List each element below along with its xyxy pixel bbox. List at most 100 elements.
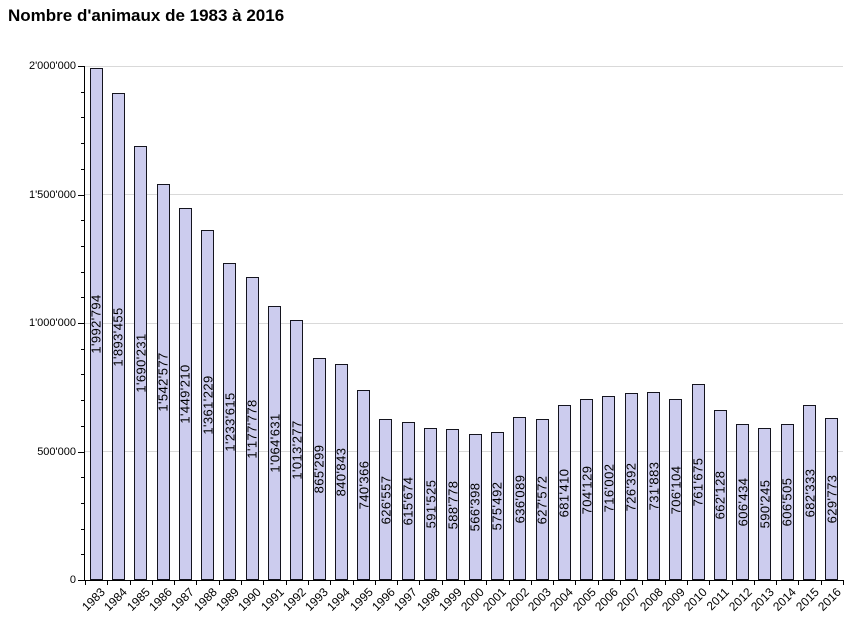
bar-value-label: 706'104 — [668, 465, 684, 514]
bar: 636'089 — [512, 417, 528, 580]
bar: 740'366 — [356, 390, 372, 580]
x-tick — [664, 580, 666, 585]
bar-value-label: 575'492 — [489, 481, 505, 531]
bar: 1'361'229 — [200, 230, 216, 580]
bar-value-label: 606'434 — [735, 477, 751, 527]
bar-value-label: 1'233'615 — [222, 391, 238, 452]
bar-value-label: 704'129 — [579, 465, 595, 514]
bar-value-label: 1'361'229 — [200, 375, 216, 435]
y-major-tick — [78, 323, 85, 324]
y-minor-tick — [81, 297, 85, 299]
x-tick — [820, 580, 822, 585]
bar: 1'893'455 — [111, 93, 126, 580]
bar: 704'129 — [579, 399, 595, 580]
x-tick — [174, 580, 176, 585]
x-tick — [709, 580, 711, 585]
x-tick — [686, 580, 688, 585]
bar: 1'690'231 — [133, 146, 148, 580]
x-tick — [330, 580, 332, 585]
bar: 627'572 — [534, 419, 550, 580]
x-tick — [307, 580, 309, 585]
y-minor-tick — [81, 502, 85, 504]
x-tick — [218, 580, 220, 585]
x-tick — [843, 580, 844, 585]
y-gridline — [85, 322, 843, 324]
x-tick — [263, 580, 265, 585]
bar: 681'410 — [557, 405, 572, 580]
y-major-tick — [78, 451, 85, 453]
x-tick — [352, 580, 354, 585]
bar-value-label: 629'773 — [824, 474, 840, 524]
y-minor-tick — [81, 348, 85, 350]
y-major-tick — [78, 580, 85, 581]
bar-value-label: 1'542'577 — [155, 352, 171, 412]
bar-value-label: 566'398 — [467, 482, 483, 532]
x-tick — [85, 580, 86, 585]
y-minor-tick — [81, 245, 85, 247]
bar: 566'398 — [467, 434, 483, 580]
bar-value-label: 740'366 — [356, 460, 372, 510]
bar-value-label: 636'089 — [512, 474, 528, 523]
bar: 761'675 — [690, 384, 706, 580]
x-tick — [553, 580, 555, 585]
x-tick — [753, 580, 755, 585]
x-tick — [397, 580, 399, 585]
bar: 629'773 — [824, 418, 840, 580]
bar: 731'883 — [646, 392, 661, 580]
y-minor-tick — [81, 168, 85, 170]
y-axis-label: 2'000'000 — [28, 60, 76, 72]
bar-value-label: 840'843 — [333, 447, 349, 497]
bar-value-label: 731'883 — [646, 461, 661, 511]
bar: 606'505 — [780, 424, 795, 580]
x-tick — [575, 580, 577, 585]
x-tick — [285, 580, 287, 585]
y-axis-label: 1'500'000 — [28, 188, 76, 201]
x-tick — [530, 580, 532, 585]
y-minor-tick — [81, 91, 85, 93]
bar-value-label: 591'525 — [423, 479, 439, 529]
y-minor-tick — [81, 117, 85, 119]
x-axis-line — [84, 580, 843, 581]
y-minor-tick — [81, 220, 85, 222]
x-tick — [464, 580, 465, 585]
bar: 588'778 — [445, 429, 460, 580]
x-tick — [597, 580, 599, 585]
bar: 1'177'778 — [244, 277, 260, 580]
y-minor-tick — [81, 425, 85, 427]
x-tick — [129, 580, 131, 585]
bar-value-label: 590'245 — [757, 479, 773, 529]
bar: 1'449'210 — [177, 208, 193, 580]
bar: 606'434 — [735, 424, 751, 580]
x-tick — [776, 580, 778, 585]
bar-value-label: 1'449'210 — [177, 364, 193, 424]
y-minor-tick — [81, 554, 85, 556]
bar-value-label: 726'392 — [623, 462, 639, 511]
bar: 865'299 — [312, 358, 327, 580]
bar: 591'525 — [423, 428, 439, 580]
x-tick — [374, 580, 376, 585]
x-tick — [151, 580, 153, 585]
bar: 726'392 — [623, 393, 639, 580]
x-tick — [731, 580, 733, 585]
x-tick — [486, 580, 488, 585]
bar: 615'674 — [401, 422, 416, 580]
bar: 1'542'577 — [155, 184, 171, 580]
y-axis-label: 0 — [69, 574, 76, 586]
y-minor-tick — [81, 400, 85, 402]
y-gridline — [85, 451, 843, 452]
x-tick — [241, 580, 243, 585]
x-tick — [508, 580, 510, 585]
bar: 840'843 — [333, 364, 349, 580]
bar-value-label: 1'177'778 — [244, 398, 260, 459]
bar-value-label: 627'572 — [534, 475, 550, 524]
x-tick — [419, 580, 421, 585]
x-tick — [798, 580, 800, 585]
bar-value-label: 761'675 — [690, 457, 706, 507]
y-gridline — [85, 65, 843, 67]
y-axis-label: 500'000 — [37, 445, 76, 458]
bar: 590'245 — [757, 428, 773, 580]
page-title: Nombre d'animaux de 1983 à 2016 — [8, 6, 285, 25]
bar: 626'557 — [378, 419, 393, 580]
y-minor-tick — [81, 143, 85, 145]
